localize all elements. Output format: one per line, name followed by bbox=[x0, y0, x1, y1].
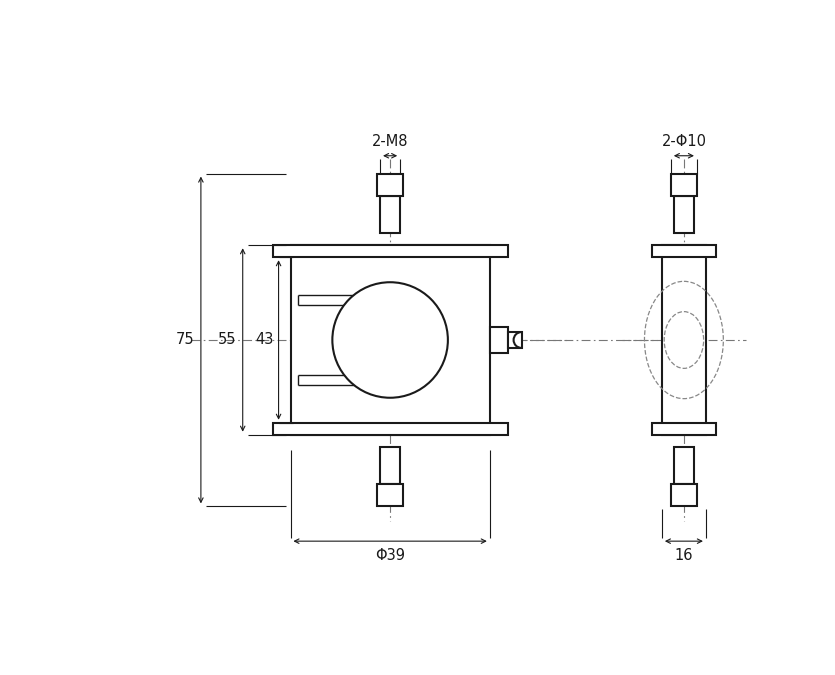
Bar bbox=[662, 246, 706, 435]
Bar bbox=[652, 423, 716, 435]
Text: 75: 75 bbox=[175, 333, 195, 348]
Bar bbox=[652, 246, 716, 257]
Text: 55: 55 bbox=[218, 333, 236, 348]
Bar bbox=[380, 196, 400, 234]
Text: Φ39: Φ39 bbox=[375, 547, 405, 562]
Bar bbox=[674, 447, 694, 485]
Text: 2-Φ10: 2-Φ10 bbox=[661, 134, 706, 149]
Bar bbox=[272, 423, 508, 435]
Text: 2-M8: 2-M8 bbox=[372, 134, 408, 149]
Bar bbox=[671, 173, 697, 196]
Bar bbox=[377, 173, 403, 196]
Circle shape bbox=[332, 282, 448, 398]
Bar bbox=[272, 246, 508, 257]
Bar bbox=[508, 332, 522, 348]
Text: 16: 16 bbox=[675, 547, 693, 562]
Bar bbox=[671, 485, 697, 506]
Bar bbox=[291, 246, 489, 435]
Bar bbox=[489, 327, 508, 353]
Bar bbox=[380, 447, 400, 485]
Bar bbox=[377, 485, 403, 506]
Text: 43: 43 bbox=[256, 333, 274, 348]
Bar bbox=[674, 196, 694, 234]
